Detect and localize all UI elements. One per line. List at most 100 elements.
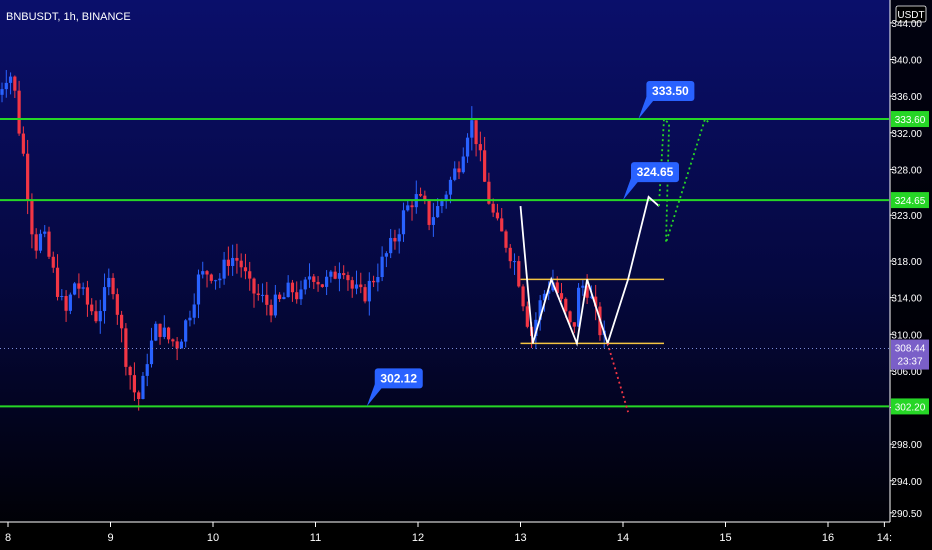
level-axis-label: 302.20 xyxy=(895,402,926,413)
candle-body xyxy=(555,282,559,294)
candle-body xyxy=(380,256,384,278)
support-resistance-levels xyxy=(0,118,889,408)
candle-body xyxy=(363,287,367,302)
candle-body xyxy=(367,280,371,302)
candle-body xyxy=(384,253,388,257)
candle-body xyxy=(252,278,256,294)
price-tick-label: 310.00 xyxy=(891,330,922,341)
candle-body xyxy=(8,76,13,83)
candle-body xyxy=(73,283,77,295)
time-tick-label: 9 xyxy=(107,532,113,544)
price-tick-label: 336.00 xyxy=(891,92,922,103)
callout-box xyxy=(374,368,423,389)
candle-body xyxy=(273,294,277,316)
candle-body xyxy=(457,168,461,173)
candle-body xyxy=(115,294,119,315)
candle-body xyxy=(90,304,94,312)
candle-body xyxy=(453,168,457,180)
candle-body xyxy=(154,323,158,341)
candle-body xyxy=(303,279,307,290)
projection-white-path xyxy=(519,195,660,347)
level-axis-badge xyxy=(891,398,929,415)
candle-body xyxy=(21,133,25,154)
candle-body xyxy=(500,218,504,232)
level-axis-badge xyxy=(891,111,929,128)
candle-body xyxy=(226,259,230,266)
price-tick-label: 340.00 xyxy=(891,56,922,67)
candle-body xyxy=(312,276,316,282)
candle-body xyxy=(401,210,406,235)
candle-body xyxy=(551,282,555,291)
candle-body xyxy=(64,295,68,311)
candle-body xyxy=(162,327,166,337)
price-tick-label: 323.00 xyxy=(891,211,922,222)
candle-body xyxy=(256,293,260,295)
candle-body xyxy=(431,217,435,225)
price-axis[interactable]: USDT 344.00 340.00 336.00 332.00 328.00 323.0… xyxy=(889,0,932,522)
candle-body xyxy=(184,320,188,342)
candle-body xyxy=(418,194,423,196)
candle-body xyxy=(282,297,286,300)
time-axis[interactable]: 8 9 10 11 12 13 14 15 16 14: xyxy=(0,521,932,550)
unit-label-box xyxy=(895,5,927,23)
axis-badges: 333.60 324.65 302.20 308.44 23:37 xyxy=(891,111,929,415)
candle-body xyxy=(517,261,521,287)
candle-body xyxy=(171,339,175,342)
candle-body xyxy=(209,274,213,281)
candle-body xyxy=(166,327,171,340)
candle-body xyxy=(17,90,21,134)
candle-body xyxy=(491,203,495,213)
candle-body xyxy=(508,247,512,262)
candle-body xyxy=(286,282,290,298)
price-tick-label: 332.00 xyxy=(891,129,922,140)
candle-body xyxy=(81,287,85,289)
price-tick-label: 290.50 xyxy=(891,509,922,520)
candle-body xyxy=(149,340,154,365)
level-axis-label: 333.60 xyxy=(895,115,926,126)
candle-body xyxy=(436,206,440,218)
candle-body xyxy=(175,341,179,349)
candle-body xyxy=(354,284,359,289)
candle-body xyxy=(350,280,354,289)
candle-body xyxy=(213,280,218,282)
candle-body xyxy=(132,375,137,393)
candle-body xyxy=(478,144,482,151)
candle-body xyxy=(346,275,350,281)
candle-body xyxy=(342,273,346,276)
projection-red-path xyxy=(606,343,629,413)
range-box xyxy=(520,278,664,345)
candle-body xyxy=(397,234,401,242)
time-ticks: 8 9 10 11 12 13 14 15 16 14: xyxy=(5,522,892,544)
candle-body xyxy=(102,287,107,312)
price-tick-label: 314.00 xyxy=(891,294,922,305)
candle-body xyxy=(440,201,444,207)
price-tick-label: 306.00 xyxy=(891,367,922,378)
candle-body xyxy=(325,276,329,287)
candle-body xyxy=(470,120,474,138)
candle-body xyxy=(359,284,363,288)
candle-body xyxy=(504,231,508,248)
candles xyxy=(0,70,606,411)
candle-body xyxy=(55,267,60,297)
candle-body xyxy=(538,300,542,320)
price-tick-label: 344.00 xyxy=(891,19,922,30)
candle-body xyxy=(393,237,397,242)
candle-body xyxy=(572,322,576,327)
candle-body xyxy=(243,267,248,272)
time-tick-label: 16 xyxy=(822,532,834,544)
candle-body xyxy=(188,317,192,321)
candle-body xyxy=(141,375,145,399)
unit-label: USDT xyxy=(897,10,924,21)
candle-body xyxy=(94,311,98,322)
candle-body xyxy=(316,281,320,285)
candle-body xyxy=(585,285,589,298)
candle-body xyxy=(521,286,525,307)
callout-box xyxy=(646,81,695,102)
candle-body xyxy=(461,156,465,173)
candle-body xyxy=(278,294,282,300)
candle-body xyxy=(307,276,312,280)
candle-body xyxy=(137,392,141,399)
callout-pointer xyxy=(638,97,657,120)
